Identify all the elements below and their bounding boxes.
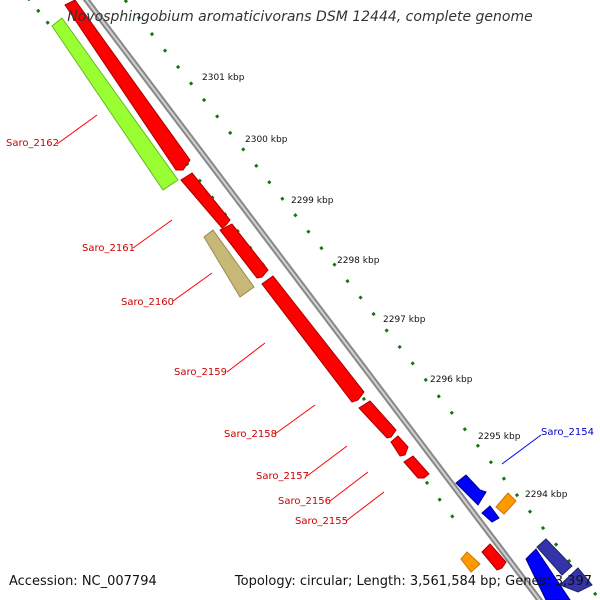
cds-saro-2156[interactable] xyxy=(403,455,430,479)
leader-saro-2157 xyxy=(306,445,348,477)
cds-saro-2160[interactable] xyxy=(219,223,269,279)
cds-saro-2162[interactable] xyxy=(64,0,191,171)
leader-saro-2162 xyxy=(56,114,98,145)
gene-label-saro-2161[interactable]: Saro_2161 xyxy=(82,243,135,254)
cds-saro-2157[interactable] xyxy=(390,435,409,457)
leader-saro-2154 xyxy=(501,434,542,465)
cog-bar-orange-bottom xyxy=(460,551,481,573)
reverse-cds-track xyxy=(64,0,507,571)
map-title: Novosphingobium aromaticivorans DSM 1244… xyxy=(67,9,533,25)
cog-bar-green xyxy=(51,17,179,191)
tick-label-2296: 2296 kbp xyxy=(430,375,473,385)
gene-label-saro-2156[interactable]: Saro_2156 xyxy=(278,496,331,507)
leader-saro-2159 xyxy=(226,342,266,373)
tick-label-2294: 2294 kbp xyxy=(525,490,568,500)
backbone-track xyxy=(82,0,544,600)
cds-saro-2159[interactable] xyxy=(261,275,365,403)
cog-bar-orange-top xyxy=(495,492,517,515)
gene-labels: Saro_2162 Saro_2161 Saro_2160 Saro_2159 … xyxy=(6,138,594,527)
cog-bar-indigo-2 xyxy=(559,567,593,593)
cds-saro-2155[interactable] xyxy=(481,543,507,571)
leader-saro-2158 xyxy=(274,404,316,435)
tick-labels: 2301 kbp 2300 kbp 2299 kbp 2298 kbp 2297… xyxy=(202,73,568,500)
gene-label-saro-2160[interactable]: Saro_2160 xyxy=(121,297,174,308)
gene-label-saro-2159[interactable]: Saro_2159 xyxy=(174,367,227,378)
tick-label-2299: 2299 kbp xyxy=(291,196,334,206)
gene-leader-lines xyxy=(56,114,542,522)
gene-label-saro-2162[interactable]: Saro_2162 xyxy=(6,138,59,149)
cog-track xyxy=(51,17,481,573)
gene-label-saro-2154[interactable]: Saro_2154 xyxy=(541,427,594,438)
accession-label: Accession: NC_007794 xyxy=(9,574,157,589)
tick-label-2300: 2300 kbp xyxy=(245,135,288,145)
outer-dotted-line xyxy=(123,0,600,600)
cds-saro-2161[interactable] xyxy=(180,172,231,229)
genome-summary: Topology: circular; Length: 3,561,584 bp… xyxy=(234,574,592,589)
cds-saro-2158[interactable] xyxy=(358,400,397,439)
cog-bar-indigo xyxy=(536,538,573,576)
cds-forward-bottom[interactable] xyxy=(525,548,571,600)
gene-label-saro-2155[interactable]: Saro_2155 xyxy=(295,516,348,527)
leader-saro-2160 xyxy=(172,272,213,302)
tick-label-2298: 2298 kbp xyxy=(337,256,380,266)
far-dotted-line xyxy=(27,0,54,29)
tick-label-2301: 2301 kbp xyxy=(202,73,245,83)
gene-label-saro-2157[interactable]: Saro_2157 xyxy=(256,471,309,482)
tick-label-2297: 2297 kbp xyxy=(383,315,426,325)
gene-label-saro-2158[interactable]: Saro_2158 xyxy=(224,429,277,440)
cog-bar-khaki xyxy=(203,229,255,298)
leader-saro-2161 xyxy=(132,219,173,249)
backbone-highlight xyxy=(85,0,541,600)
cds-forward-small[interactable] xyxy=(481,505,500,523)
cds-saro-2154[interactable] xyxy=(455,474,487,506)
leader-saro-2156 xyxy=(329,471,369,502)
leader-saro-2155 xyxy=(345,491,385,522)
forward-cds-track xyxy=(455,474,593,600)
tick-label-2295: 2295 kbp xyxy=(478,432,521,442)
